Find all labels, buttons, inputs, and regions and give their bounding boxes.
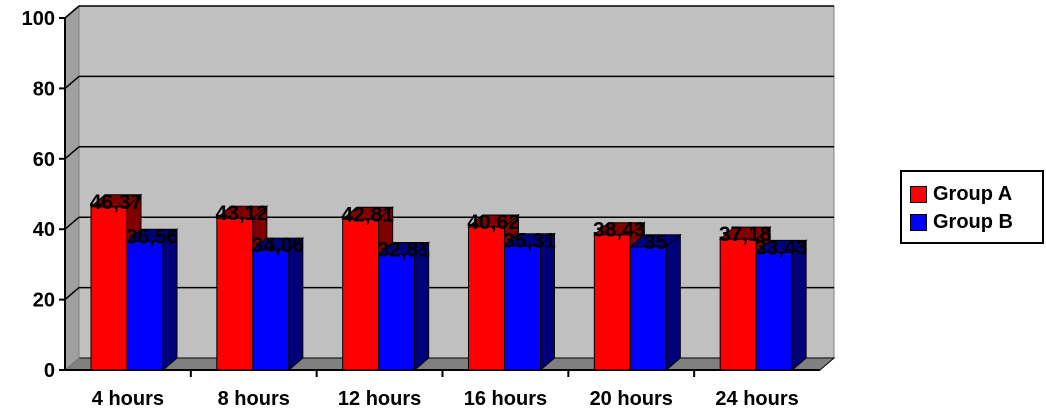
bar-group-b: [251, 237, 305, 372]
bar-front: [90, 206, 128, 371]
data-label-group-a: 46,37: [90, 191, 143, 214]
legend-label-group-b: Group B: [933, 210, 1013, 233]
gridline-diag: [64, 5, 80, 19]
data-label-group-b: 36,56: [126, 225, 179, 248]
y-tick-label: 80: [33, 78, 55, 100]
x-tick-label: 12 hours: [338, 388, 421, 410]
bar-side: [791, 239, 807, 372]
y-tick-label: 20: [33, 290, 55, 312]
bar-front: [629, 246, 667, 371]
bar-front: [126, 240, 164, 371]
x-tick-label: 8 hours: [218, 388, 290, 410]
legend-swatch-group-a: [910, 185, 927, 203]
bar-side: [665, 233, 681, 372]
y-tick-label: 100: [22, 8, 55, 30]
data-label-group-a: 42,81: [341, 203, 394, 226]
bar-group-b: [503, 232, 556, 372]
bar-front: [468, 226, 505, 371]
gridline-diag: [64, 216, 80, 230]
bar-side: [540, 232, 555, 372]
bar-group-b: [377, 241, 431, 372]
y-tick-label: 0: [44, 360, 55, 382]
data-label-group-a: 40,62: [467, 211, 520, 234]
x-tick-label: 4 hours: [92, 388, 164, 410]
bar-front: [593, 234, 631, 371]
legend-item-group-b: Group B: [910, 210, 1013, 234]
gridline-diag: [64, 146, 80, 160]
plot-floor: [63, 357, 836, 371]
data-label-group-b: 34,06: [252, 234, 305, 257]
bar-front: [719, 238, 757, 371]
data-label-group-b: 35: [644, 231, 668, 254]
gridline-diag: [64, 75, 80, 89]
y-tick-label: 60: [33, 149, 55, 171]
bar-group-b: [628, 233, 682, 372]
data-label-group-b: 33,43: [755, 236, 808, 259]
legend-swatch-group-b: [910, 213, 927, 231]
bar-front: [504, 245, 541, 371]
bar-front: [216, 217, 254, 371]
x-tick-label: 20 hours: [590, 388, 673, 410]
bar-front: [755, 251, 793, 371]
x-tick-label: 24 hours: [715, 388, 798, 410]
bar-front: [378, 254, 416, 371]
bar-front: [342, 218, 380, 371]
legend: Group A Group B: [900, 170, 1044, 244]
bar-side: [288, 237, 304, 372]
x-tick-label: 16 hours: [464, 388, 547, 410]
y-tick-label: 40: [33, 219, 55, 241]
plot-side-wall: [64, 4, 80, 372]
bar-front: [252, 249, 290, 371]
legend-label-group-a: Group A: [933, 182, 1013, 205]
bar-group-b: [125, 228, 179, 372]
data-label-group-a: 43,12: [216, 202, 269, 225]
gridline-diag: [64, 287, 80, 301]
bar-group-b: [754, 239, 808, 372]
data-label-group-b: 32,81: [377, 239, 430, 262]
data-label-group-a: 38,43: [593, 219, 646, 242]
data-label-group-a: 37,18: [719, 223, 772, 246]
bar-side: [162, 228, 178, 372]
data-label-group-b: 35,31: [503, 230, 556, 253]
bar-side: [414, 241, 430, 372]
legend-item-group-a: Group A: [910, 182, 1012, 206]
